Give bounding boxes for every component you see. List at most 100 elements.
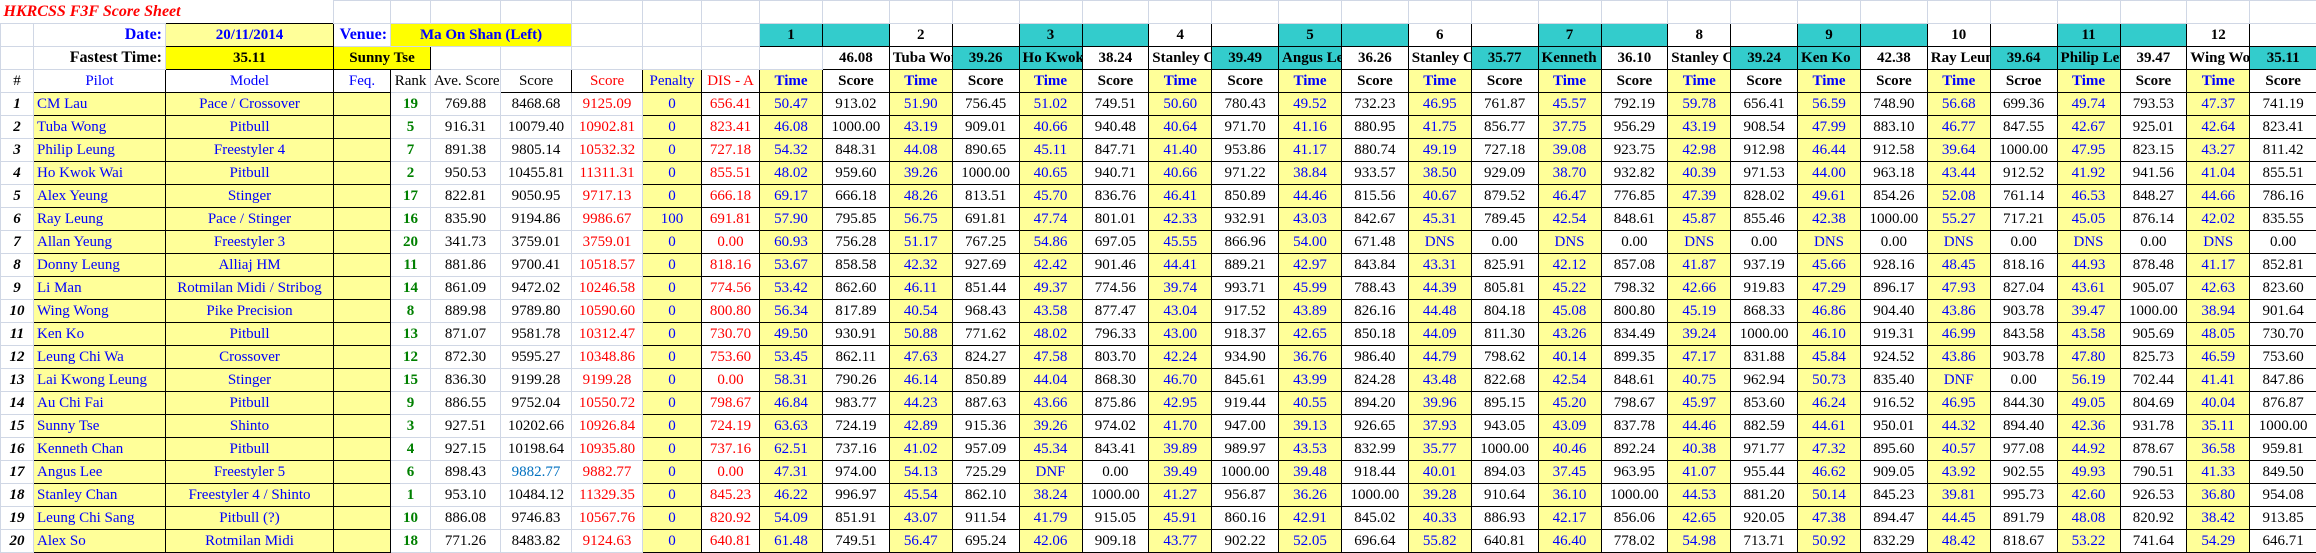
round-time[interactable]: 48.26 [889, 185, 952, 208]
header-round-time[interactable]: Time [1149, 70, 1212, 93]
pilot-model[interactable]: Freestyler 3 [166, 231, 334, 254]
round-time[interactable]: 44.79 [1408, 346, 1471, 369]
empty-cell[interactable] [823, 1, 890, 24]
round-time[interactable]: 45.22 [1538, 277, 1601, 300]
round-time[interactable]: 50.73 [1798, 369, 1861, 392]
round-time[interactable]: 40.46 [1538, 438, 1601, 461]
header-round-time[interactable]: Time [2187, 70, 2250, 93]
empty-cell[interactable] [643, 24, 702, 47]
empty-cell[interactable] [1927, 1, 1990, 24]
pilot-model[interactable]: Pace / Crossover [166, 93, 334, 116]
round-time[interactable]: 58.31 [760, 369, 823, 392]
round-time[interactable]: 47.29 [1798, 277, 1861, 300]
round-time[interactable]: 43.89 [1279, 300, 1342, 323]
header-feq[interactable]: Feq. [334, 70, 391, 93]
round-time[interactable]: 52.08 [1927, 185, 1990, 208]
empty-cell[interactable] [391, 1, 431, 24]
round-time[interactable]: 44.46 [1279, 185, 1342, 208]
pilot-name[interactable]: CM Lau [34, 93, 166, 116]
round-time[interactable]: 43.48 [1408, 369, 1471, 392]
pilot-name[interactable]: Ken Ko [34, 323, 166, 346]
round-time[interactable]: 60.93 [760, 231, 823, 254]
empty-cell[interactable] [1082, 1, 1149, 24]
header-round-score[interactable]: Score [952, 70, 1019, 93]
round-time[interactable]: 55.27 [1927, 208, 1990, 231]
empty-cell[interactable] [2250, 1, 2316, 24]
pilot-penalty[interactable]: 0 [643, 300, 702, 323]
round-time[interactable]: 50.92 [1798, 530, 1861, 553]
pilot-name[interactable]: Alex Yeung [34, 185, 166, 208]
round-time[interactable]: 46.24 [1798, 392, 1861, 415]
round-time[interactable]: 43.53 [1279, 438, 1342, 461]
pilot-name[interactable]: Donny Leung [34, 254, 166, 277]
empty-cell[interactable] [501, 47, 572, 70]
pilot-penalty[interactable]: 0 [643, 277, 702, 300]
empty-cell[interactable] [760, 1, 823, 24]
round-time[interactable]: 45.34 [1019, 438, 1082, 461]
empty-cell[interactable] [1, 24, 34, 47]
header-round-time[interactable]: Time [1668, 70, 1731, 93]
header-num[interactable]: # [1, 70, 34, 93]
pilot-penalty[interactable]: 0 [643, 507, 702, 530]
round-time[interactable]: 43.44 [1927, 162, 1990, 185]
round-time[interactable]: 44.39 [1408, 277, 1471, 300]
round-time[interactable]: 42.65 [1668, 507, 1731, 530]
pilot-model[interactable]: Pitbull [166, 116, 334, 139]
round-time[interactable]: 54.13 [889, 461, 952, 484]
pilot-feq[interactable] [334, 139, 391, 162]
round-time[interactable]: 42.54 [1538, 208, 1601, 231]
round-time[interactable]: 46.86 [1798, 300, 1861, 323]
round-time[interactable]: 45.66 [1798, 254, 1861, 277]
empty-cell[interactable] [1798, 1, 1861, 24]
round-time[interactable]: 42.97 [1279, 254, 1342, 277]
round-time[interactable]: 38.42 [2187, 507, 2250, 530]
round-time[interactable]: 41.70 [1149, 415, 1212, 438]
round-time[interactable]: 46.41 [1149, 185, 1212, 208]
round-time[interactable]: 43.58 [1019, 300, 1082, 323]
pilot-penalty[interactable]: 0 [643, 461, 702, 484]
round-time[interactable]: 38.50 [1408, 162, 1471, 185]
round-time[interactable]: 47.93 [1927, 277, 1990, 300]
pilot-model[interactable]: Alliaj HM [166, 254, 334, 277]
pilot-name[interactable]: Allan Yeung [34, 231, 166, 254]
empty-cell[interactable] [2057, 1, 2120, 24]
header-round-score[interactable]: Score [2120, 70, 2187, 93]
round-time[interactable]: 38.94 [2187, 300, 2250, 323]
fastest-time-value[interactable]: 35.11 [166, 47, 334, 70]
round-time[interactable]: 43.66 [1019, 392, 1082, 415]
pilot-penalty[interactable]: 0 [643, 438, 702, 461]
round-time[interactable]: 44.53 [1668, 484, 1731, 507]
round-time[interactable]: 54.98 [1668, 530, 1731, 553]
round-time[interactable]: 59.78 [1668, 93, 1731, 116]
round-time[interactable]: 39.47 [2057, 300, 2120, 323]
round-time[interactable]: 38.84 [1279, 162, 1342, 185]
round-time[interactable]: 46.44 [1798, 139, 1861, 162]
round-time[interactable]: 40.66 [1019, 116, 1082, 139]
round-time[interactable]: 47.37 [2187, 93, 2250, 116]
round-time[interactable]: 47.38 [1798, 507, 1861, 530]
pilot-feq[interactable] [334, 392, 391, 415]
round-time[interactable]: 40.39 [1668, 162, 1731, 185]
round-time[interactable]: 47.58 [1019, 346, 1082, 369]
header-round-score[interactable]: Score [1212, 70, 1279, 93]
round-time[interactable]: 42.12 [1538, 254, 1601, 277]
round-time[interactable]: 44.93 [2057, 254, 2120, 277]
empty-cell[interactable] [1471, 1, 1538, 24]
empty-cell[interactable] [643, 47, 702, 70]
round-time[interactable]: 56.68 [1927, 93, 1990, 116]
round-time[interactable]: 53.67 [760, 254, 823, 277]
round-time[interactable]: 40.67 [1408, 185, 1471, 208]
round-time[interactable]: 39.64 [1927, 139, 1990, 162]
round-time[interactable]: 44.09 [1408, 323, 1471, 346]
round-time[interactable]: DNS [1538, 231, 1601, 254]
round-time[interactable]: 46.14 [889, 369, 952, 392]
round-time[interactable]: 45.91 [1149, 507, 1212, 530]
round-time[interactable]: 38.24 [1019, 484, 1082, 507]
pilot-name[interactable]: Au Chi Fai [34, 392, 166, 415]
round-time[interactable]: 40.14 [1538, 346, 1601, 369]
round-time[interactable]: 48.45 [1927, 254, 1990, 277]
pilot-name[interactable]: Li Man [34, 277, 166, 300]
round-time[interactable]: 42.91 [1279, 507, 1342, 530]
empty-cell[interactable] [1668, 1, 1731, 24]
round-time[interactable]: 56.34 [760, 300, 823, 323]
